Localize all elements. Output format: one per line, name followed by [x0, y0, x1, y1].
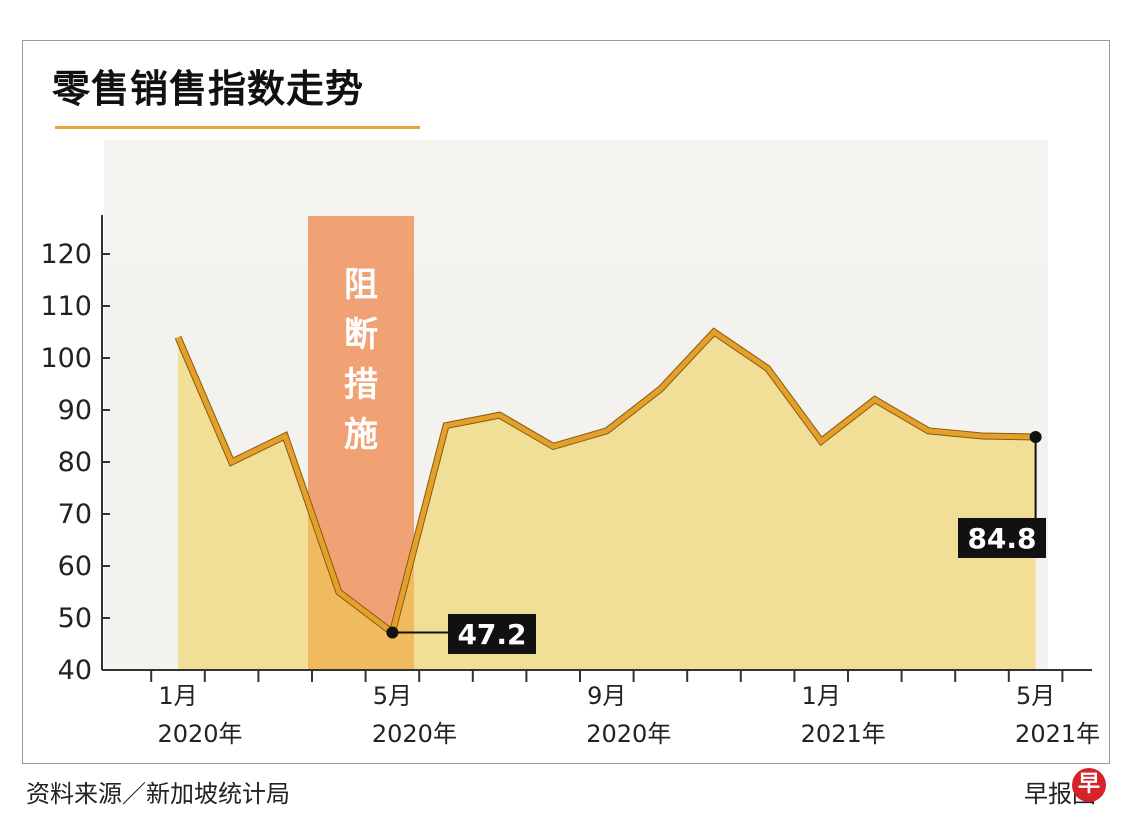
- data-label: 47.2: [457, 618, 526, 651]
- band-label-char: 施: [344, 415, 378, 455]
- callout-box: [448, 614, 536, 654]
- y-tick-label: 50: [58, 603, 92, 634]
- callout-box: [958, 518, 1046, 558]
- x-tick-label-month: 5月: [1016, 682, 1055, 710]
- x-tick-label-month: 9月: [587, 682, 626, 710]
- y-tick-label: 40: [58, 655, 92, 686]
- band-label-char: 措: [344, 365, 378, 405]
- background-ceiling: [104, 140, 1048, 270]
- x-tick-label-month: 1月: [158, 682, 197, 710]
- x-tick-label-month: 1月: [802, 682, 841, 710]
- x-tick-label-year: 2020年: [372, 720, 457, 748]
- y-tick-label: 60: [58, 551, 92, 582]
- x-tick-label-month: 5月: [373, 682, 412, 710]
- x-tick-label-year: 2020年: [157, 720, 242, 748]
- y-tick-label: 100: [40, 343, 92, 374]
- data-label: 84.8: [967, 522, 1036, 555]
- title-underline: [55, 126, 420, 129]
- y-tick-label: 90: [58, 395, 92, 426]
- y-tick-label: 70: [58, 499, 92, 530]
- y-tick-label: 120: [40, 239, 92, 270]
- y-tick-label: 110: [40, 291, 92, 322]
- area-fill: [178, 332, 1036, 670]
- source-note: 资料来源／新加坡统计局: [26, 780, 290, 808]
- x-tick-label-year: 2021年: [1015, 720, 1100, 748]
- y-tick-label: 80: [58, 447, 92, 478]
- zaobao-logo: 早: [1072, 768, 1106, 802]
- band-label-char: 断: [344, 315, 378, 355]
- band-label-char: 阻: [344, 265, 378, 305]
- chart-title: 零售销售指数走势: [52, 67, 365, 111]
- x-tick-label-year: 2020年: [586, 720, 671, 748]
- series-line: [175, 328, 1036, 637]
- x-tick-label-year: 2021年: [801, 720, 886, 748]
